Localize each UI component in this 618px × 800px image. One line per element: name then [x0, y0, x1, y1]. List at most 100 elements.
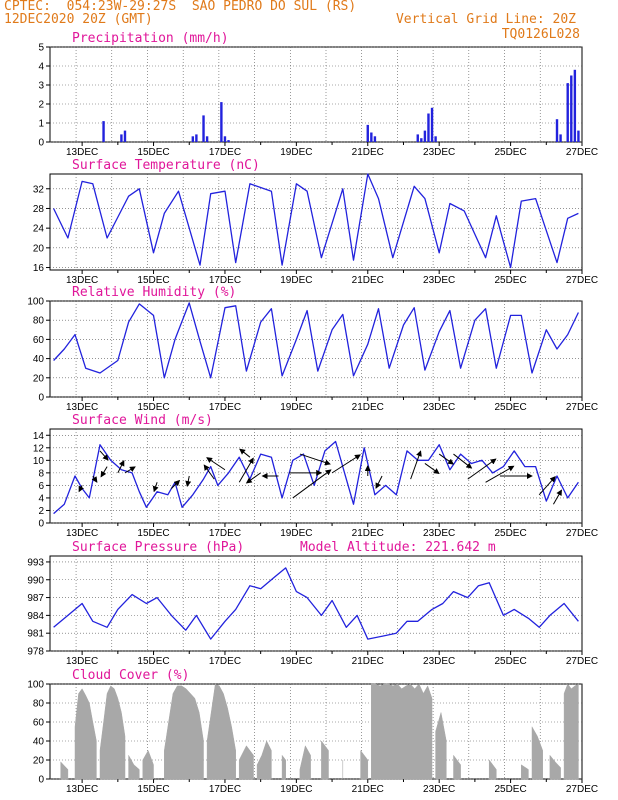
x-tick-label: 19DEC — [280, 147, 312, 158]
precip-bar — [559, 134, 562, 142]
cloud-area — [164, 685, 204, 780]
panel-title: Surface Wind (m/s) — [72, 413, 213, 428]
y-tick-label: 5 — [38, 43, 44, 54]
plot-frame — [49, 46, 583, 143]
x-tick-label: 21DEC — [352, 528, 384, 539]
y-tick-label: 978 — [27, 647, 44, 658]
precip-bar — [577, 130, 580, 142]
x-tick-label: 19DEC — [280, 275, 312, 286]
cloud-area — [371, 683, 433, 780]
x-tick-label: 21DEC — [352, 656, 384, 667]
precip-bar — [202, 115, 205, 142]
x-tick-label: 17DEC — [209, 656, 241, 667]
cloud-area — [60, 761, 69, 780]
cloud-area — [453, 754, 461, 780]
precip-bar — [223, 136, 227, 142]
y-tick-label: 20 — [33, 373, 45, 384]
precip-bar — [370, 132, 373, 142]
cloud-area — [321, 740, 329, 780]
x-tick-label: 13DEC — [66, 147, 98, 158]
x-tick-label: 27DEC — [566, 147, 598, 158]
x-tick-label: 21DEC — [352, 402, 384, 413]
y-tick-label: 28 — [33, 204, 45, 215]
header-station: CPTEC: 054:23W-29:27S SAO PEDRO DO SUL (… — [4, 0, 357, 14]
y-tick-label: 10 — [33, 456, 45, 467]
wind-vector — [467, 458, 497, 480]
x-tick-label: 23DEC — [423, 147, 455, 158]
series-line — [53, 567, 579, 640]
wind-vector — [91, 475, 98, 483]
series-line — [53, 173, 579, 269]
y-tick-label: 24 — [33, 224, 45, 235]
header-model: TQ0126L028 — [501, 27, 580, 42]
x-tick-label: 23DEC — [423, 402, 455, 413]
x-tick-label: 15DEC — [137, 147, 169, 158]
series-line — [53, 440, 579, 515]
y-tick-label: 2 — [38, 506, 44, 517]
plot-frame — [49, 173, 583, 271]
wind-vector — [331, 454, 361, 474]
wind-vector — [203, 464, 215, 480]
x-tick-label: 15DEC — [137, 528, 169, 539]
plot-frame — [49, 300, 583, 398]
precip-bar — [570, 75, 573, 142]
header-grid-line: Vertical Grid Line: 20Z — [395, 12, 576, 27]
cloud-area — [281, 754, 286, 780]
precip-bar — [573, 69, 577, 142]
precip-bar — [195, 134, 198, 142]
precip-bar — [416, 134, 419, 142]
wind-vector — [171, 479, 181, 489]
x-tick-label: 27DEC — [566, 528, 598, 539]
panel-5: Cloud Cover (%) 0 20 40 60 80 100 13DEC 15DEC 17D… — [27, 668, 598, 795]
cloud-area — [488, 759, 497, 780]
y-tick-label: 60 — [33, 718, 45, 729]
x-tick-label: 13DEC — [66, 528, 98, 539]
y-tick-label: 40 — [33, 354, 45, 365]
precip-bar — [434, 136, 437, 142]
plot-frame — [49, 555, 583, 652]
precip-bar — [102, 121, 105, 142]
precip-bar — [420, 138, 423, 142]
wind-vector — [99, 450, 109, 461]
x-tick-label: 13DEC — [66, 784, 98, 795]
y-tick-label: 0 — [38, 393, 44, 404]
precip-bar — [566, 83, 569, 142]
precip-bar — [366, 124, 369, 142]
x-tick-label: 21DEC — [352, 275, 384, 286]
wind-vector — [245, 472, 261, 484]
cloud-area — [563, 683, 579, 780]
precip-bar — [220, 102, 223, 142]
wind-vector — [78, 485, 85, 493]
wind-vector — [410, 450, 422, 480]
x-tick-label: 17DEC — [209, 402, 241, 413]
wind-vector — [438, 453, 454, 465]
series-line — [53, 302, 579, 379]
cloud-area — [238, 745, 254, 780]
plot-frame — [49, 683, 583, 780]
x-tick-label: 27DEC — [566, 656, 598, 667]
cloud-area — [531, 725, 543, 780]
y-tick-label: 0 — [38, 775, 44, 786]
cloud-area — [142, 749, 154, 780]
cloud-area — [360, 749, 369, 780]
y-tick-label: 987 — [27, 593, 44, 604]
x-tick-label: 17DEC — [209, 275, 241, 286]
x-tick-label: 23DEC — [423, 528, 455, 539]
x-tick-label: 15DEC — [137, 656, 169, 667]
cloud-area — [99, 685, 126, 780]
wind-vector — [152, 482, 159, 493]
y-tick-label: 981 — [27, 629, 44, 640]
x-tick-label: 25DEC — [494, 147, 526, 158]
x-tick-label: 21DEC — [352, 147, 384, 158]
y-tick-label: 40 — [33, 737, 45, 748]
wind-vector — [299, 453, 331, 466]
cloud-area — [521, 764, 529, 780]
cloud-area — [256, 740, 272, 780]
x-tick-label: 15DEC — [137, 275, 169, 286]
x-tick-label: 25DEC — [494, 402, 526, 413]
panel-annotation: Model Altitude: 221.642 m — [300, 540, 496, 555]
x-tick-label: 27DEC — [566, 275, 598, 286]
x-tick-label: 23DEC — [423, 656, 455, 667]
x-tick-label: 25DEC — [494, 656, 526, 667]
y-tick-label: 3 — [38, 81, 44, 92]
